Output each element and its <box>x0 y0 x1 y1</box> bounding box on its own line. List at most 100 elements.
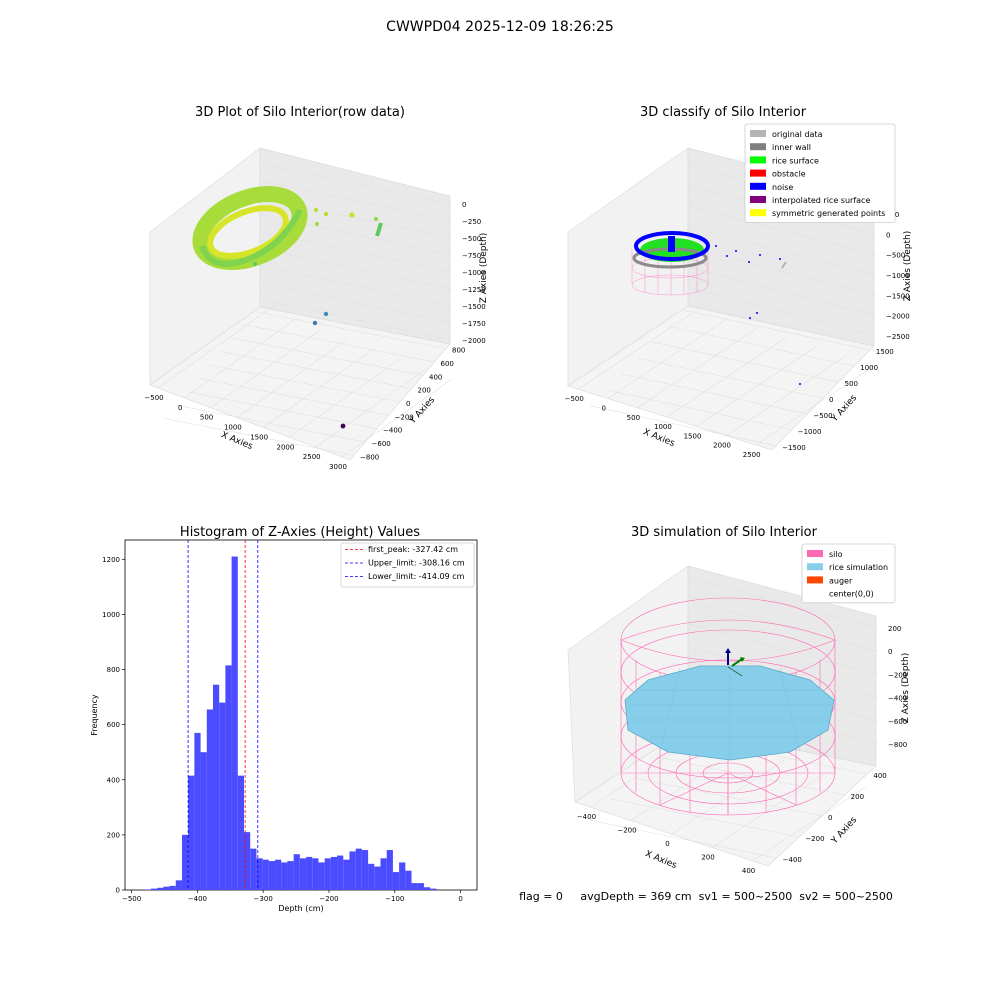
y-tick-label: 0 <box>116 887 120 895</box>
histogram-bar <box>430 888 437 890</box>
x-tick-label: 0 <box>458 895 462 903</box>
panel1-y-gridline <box>175 404 366 443</box>
panel3-plot-area <box>124 539 478 891</box>
panel1-zlabel: Z Axies (Depth) <box>479 233 489 304</box>
panel2-y-gridline <box>652 341 839 383</box>
legend-swatch <box>750 143 766 151</box>
histogram-bar <box>219 702 226 890</box>
y-tick-label: 400 <box>107 776 120 784</box>
x-tick-label: −400 <box>188 895 207 903</box>
panel2-z-tick-label: −1500 <box>886 292 910 300</box>
histogram-bar <box>256 858 263 890</box>
panel3-ylabel: Frequency <box>90 694 99 736</box>
x-tick-label: −100 <box>385 895 404 903</box>
legend-swatch <box>750 209 766 217</box>
panel1-y-tick-label: −400 <box>383 427 402 435</box>
y-tick-label: 800 <box>107 666 120 674</box>
panel4-z-tick-label: −200 <box>888 671 907 679</box>
panel-simulation-3d: 3D simulation of Silo Interior <box>567 525 911 875</box>
panel4-y-gridline <box>611 798 800 838</box>
panel4-floor-pane <box>574 727 877 867</box>
panel1-scatter-point <box>253 262 257 266</box>
panel2-noise-point <box>749 317 751 319</box>
panel2-noise-point <box>715 245 717 247</box>
panel1-y-tick-label: 400 <box>429 373 442 381</box>
histogram-bar <box>188 775 195 890</box>
histogram-bar <box>423 887 431 890</box>
panel4-y-gridline <box>656 756 845 796</box>
panel1-x-gridline <box>315 368 426 448</box>
panel4-z-tick-label: −800 <box>888 741 907 749</box>
histogram-bar <box>225 665 232 890</box>
panel1-y-gridline <box>232 338 424 376</box>
histogram-bar <box>163 886 170 890</box>
histogram-bar <box>380 858 387 890</box>
y-tick-label: 1200 <box>102 556 120 564</box>
panel4-x-tick-label: −400 <box>577 813 596 821</box>
panel2-x-tick-label: 2500 <box>743 451 761 459</box>
panel2-noise-point <box>735 250 737 252</box>
panel2-y-gridline <box>621 373 808 415</box>
panel2-interpolated-wire <box>631 250 709 296</box>
panel2-x-tick-label: 1500 <box>684 432 702 440</box>
panel4-z-gridline <box>689 600 879 652</box>
panel2-z-gridline <box>689 247 877 296</box>
panel1-x-tick-label: 1500 <box>250 433 268 441</box>
legend-swatch <box>750 169 766 177</box>
histogram-bar <box>330 856 338 890</box>
histogram-bar <box>231 556 238 890</box>
panel1-y-tick-label: 200 <box>418 387 431 395</box>
panel1-y-tick-label: 600 <box>441 360 454 368</box>
panel2-panes <box>567 147 877 451</box>
panel4-rice-surface <box>624 665 835 761</box>
panel1-z-tick-label: −250 <box>462 218 481 226</box>
legend-label: obstacle <box>772 170 806 179</box>
panel2-y-tick-label: −500 <box>813 412 832 420</box>
legend-label: center(0,0) <box>829 590 874 599</box>
panel1-x-tick-label: 1000 <box>224 424 242 432</box>
histogram-bar <box>392 872 400 890</box>
panel2-noise-point <box>756 312 758 314</box>
histogram-bar <box>262 859 269 890</box>
histogram-bar <box>250 848 257 890</box>
panel4-xlabel: X Axies <box>643 849 678 871</box>
histogram-bar <box>287 861 294 890</box>
panel1-panes <box>149 147 453 461</box>
panel1-x-tick-label: 3000 <box>329 463 347 471</box>
panel2-z-gridline <box>689 206 877 255</box>
panel2-z-gridline <box>689 287 877 337</box>
panel1-silo-ring-inner <box>207 205 289 259</box>
histogram-bar <box>275 859 282 890</box>
panel1-scatter-cluster <box>375 222 383 237</box>
histogram-bar <box>355 848 362 890</box>
panel1-z-gridline <box>261 248 453 290</box>
panel1-x-gridline <box>262 349 374 428</box>
panel1-x-tick-label: 2500 <box>303 453 321 461</box>
histogram-bar <box>405 870 412 890</box>
panel2-x-tick-label: 500 <box>627 414 640 422</box>
histogram-bar <box>268 861 276 890</box>
legend-swatch <box>807 576 823 584</box>
histogram-bar <box>181 834 189 890</box>
panel4-y-tick-label: −400 <box>783 856 802 864</box>
panel1-x-gridline <box>157 309 269 389</box>
panel2-z-tick-label: −2000 <box>886 313 910 321</box>
panel1-silo-rim <box>199 208 303 267</box>
histogram-bar <box>324 858 331 890</box>
panel2-original-data <box>781 261 787 269</box>
panel2-y-gridline <box>605 389 792 431</box>
panel2-noise-point <box>748 261 750 263</box>
panel2-x-gridline <box>578 308 699 390</box>
panel1-z-gridline <box>261 163 453 205</box>
panel4-x-gridline <box>752 786 866 862</box>
histogram-bar <box>411 883 418 890</box>
histogram-bar <box>349 851 356 890</box>
panel2-z-gridline <box>689 267 877 316</box>
panel1-xlabel: X Axies <box>219 430 254 452</box>
panel4-y-tick-label: 0 <box>828 814 832 822</box>
panel1-z-tick-label: −1750 <box>462 320 486 328</box>
panel1-x-gridline <box>236 339 348 418</box>
panel1-z-tick-label: −500 <box>462 235 481 243</box>
panel4-z-tick-label: 0 <box>888 648 892 656</box>
